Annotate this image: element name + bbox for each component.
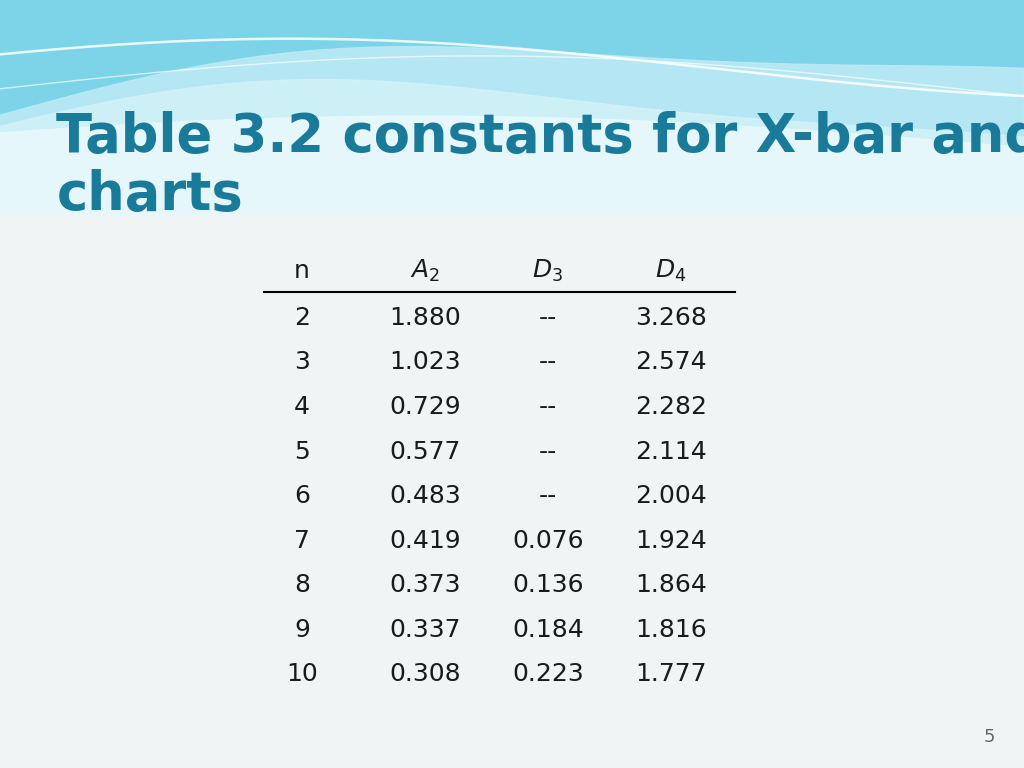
Text: 0.373: 0.373: [389, 573, 461, 598]
Text: 0.337: 0.337: [389, 617, 461, 642]
Text: n: n: [294, 259, 310, 283]
Text: 2.574: 2.574: [635, 350, 707, 375]
Text: 9: 9: [294, 617, 310, 642]
Text: 5: 5: [984, 729, 995, 746]
Text: $D_3$: $D_3$: [532, 258, 563, 284]
Text: 2.282: 2.282: [635, 395, 707, 419]
Text: 0.419: 0.419: [389, 528, 461, 553]
Text: charts: charts: [56, 169, 243, 221]
Text: 10: 10: [286, 662, 318, 687]
Text: 0.223: 0.223: [512, 662, 584, 687]
Text: --: --: [539, 484, 557, 508]
Text: $D_4$: $D_4$: [655, 258, 686, 284]
Text: 6: 6: [294, 484, 310, 508]
Text: 1.816: 1.816: [635, 617, 707, 642]
Text: --: --: [539, 306, 557, 330]
Text: --: --: [539, 395, 557, 419]
Text: 3.268: 3.268: [635, 306, 707, 330]
Text: $A_2$: $A_2$: [410, 258, 440, 284]
Text: 1.880: 1.880: [389, 306, 461, 330]
Text: 5: 5: [294, 439, 310, 464]
Text: 1.023: 1.023: [389, 350, 461, 375]
Text: 1.864: 1.864: [635, 573, 707, 598]
Text: 0.308: 0.308: [389, 662, 461, 687]
Text: 7: 7: [294, 528, 310, 553]
Text: 2: 2: [294, 306, 310, 330]
Text: 0.577: 0.577: [389, 439, 461, 464]
Text: Table 3.2 constants for X-bar and R: Table 3.2 constants for X-bar and R: [56, 111, 1024, 164]
Text: 0.729: 0.729: [389, 395, 461, 419]
Text: 4: 4: [294, 395, 310, 419]
Text: 0.483: 0.483: [389, 484, 461, 508]
Text: --: --: [539, 350, 557, 375]
Text: 0.184: 0.184: [512, 617, 584, 642]
Text: 1.924: 1.924: [635, 528, 707, 553]
Text: 1.777: 1.777: [635, 662, 707, 687]
Text: --: --: [539, 439, 557, 464]
Text: 2.004: 2.004: [635, 484, 707, 508]
Text: 2.114: 2.114: [635, 439, 707, 464]
Text: 3: 3: [294, 350, 310, 375]
Text: 0.136: 0.136: [512, 573, 584, 598]
Text: 0.076: 0.076: [512, 528, 584, 553]
Polygon shape: [0, 0, 1024, 215]
Text: 8: 8: [294, 573, 310, 598]
